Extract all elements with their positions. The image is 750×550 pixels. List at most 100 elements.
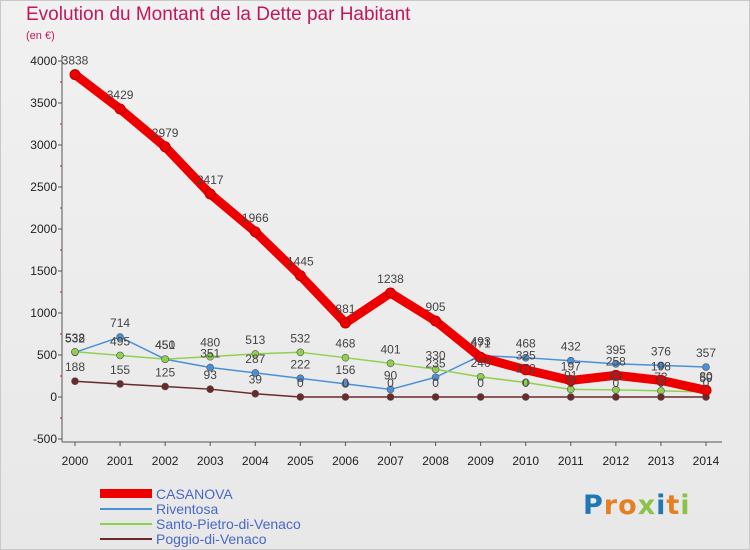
data-label: 59 (699, 371, 713, 385)
data-label: 156 (335, 363, 355, 377)
data-label: 357 (696, 346, 716, 360)
data-point (69, 69, 81, 81)
data-label: 1445 (287, 255, 314, 269)
logo-letter: r (603, 490, 619, 521)
proxiti-logo: Proxiti (583, 490, 691, 521)
data-label: 432 (561, 340, 581, 354)
y-tick-label: 500 (37, 348, 57, 362)
data-point (612, 360, 620, 368)
data-label: 198 (651, 359, 671, 373)
logo-letter: P (583, 490, 604, 521)
data-point (71, 348, 79, 356)
x-tick-label: 2013 (648, 454, 675, 468)
data-point (521, 353, 530, 362)
data-point (206, 385, 215, 393)
data-label: 450 (155, 338, 175, 352)
data-label: 1238 (377, 272, 404, 286)
x-tick-label: 2011 (558, 454, 584, 468)
data-label: 0 (432, 376, 439, 390)
legend-label: Poggio-di-Venaco (156, 530, 267, 547)
y-tick-label: 2000 (30, 222, 57, 236)
data-point (476, 373, 485, 381)
data-point (296, 374, 305, 383)
logo-letter: x (637, 490, 657, 521)
legend-item: Poggio-di-Venaco (100, 530, 301, 547)
data-point (565, 374, 577, 386)
logo-letter: i (656, 490, 667, 521)
data-point (431, 393, 440, 401)
x-tick-label: 2006 (332, 454, 359, 468)
data-point (114, 103, 126, 115)
data-label: 2979 (152, 126, 179, 140)
y-tick-label: 3500 (30, 96, 57, 110)
data-point (161, 355, 169, 363)
x-tick-label: 2000 (62, 454, 89, 468)
data-label: 73 (654, 370, 668, 384)
data-label: 0 (658, 376, 665, 390)
data-point (251, 369, 260, 377)
data-label: 468 (335, 337, 355, 351)
data-label: 287 (245, 352, 265, 366)
data-label: 3838 (62, 54, 89, 68)
data-label: 39 (249, 373, 263, 387)
data-label: 188 (65, 360, 85, 374)
data-label: 85 (609, 369, 623, 383)
data-point (521, 378, 530, 387)
data-label: 905 (426, 300, 446, 314)
data-label: 468 (516, 337, 536, 351)
y-tick-label: 0 (50, 390, 57, 404)
data-label: 0 (387, 376, 394, 390)
x-tick-label: 2008 (422, 454, 449, 468)
data-label: 0 (703, 376, 710, 390)
legend-swatch (100, 537, 152, 540)
x-tick-label: 2003 (197, 454, 224, 468)
data-label: 395 (606, 343, 626, 357)
data-point (296, 348, 305, 357)
y-tick-label: 2500 (30, 180, 57, 194)
data-point (296, 393, 305, 401)
data-point (612, 393, 620, 401)
logo-letter: t (666, 490, 681, 521)
data-point (116, 380, 124, 388)
data-label: 0 (613, 376, 620, 390)
legend-item: CASANOVA (100, 486, 301, 502)
y-tick-label: 4000 (30, 54, 57, 68)
data-point (159, 141, 171, 153)
data-label: 881 (335, 302, 355, 316)
data-point (657, 361, 665, 370)
x-tick-label: 2001 (107, 454, 134, 468)
data-label: 480 (200, 336, 220, 350)
chart-title: Evolution du Montant de la Dette par Hab… (26, 4, 411, 25)
data-label: 125 (155, 366, 175, 380)
x-tick-label: 2005 (287, 454, 314, 468)
data-point (475, 351, 487, 363)
data-point (521, 393, 530, 401)
legend-swatch (100, 489, 152, 498)
data-label: 0 (477, 376, 484, 390)
y-tick-label: -500 (33, 432, 57, 446)
data-point (655, 374, 667, 386)
legend-label: Santo-Pietro-di-Venaco (156, 515, 301, 532)
legend-label: Riventosa (156, 500, 219, 517)
data-label: 714 (110, 316, 130, 330)
data-point (251, 389, 260, 398)
x-tick-label: 2002 (152, 454, 179, 468)
data-label: 3429 (107, 88, 134, 102)
data-point (700, 384, 712, 396)
x-tick-label: 2009 (467, 454, 494, 468)
data-point (249, 226, 261, 238)
data-label: 258 (606, 354, 626, 368)
data-label: 222 (290, 357, 310, 371)
data-point (476, 393, 485, 401)
data-label: 513 (245, 333, 265, 347)
data-label: 93 (204, 368, 218, 382)
data-point (161, 382, 169, 391)
data-label: 0 (522, 376, 529, 390)
data-point (386, 393, 395, 401)
data-label: 155 (110, 363, 130, 377)
data-point (341, 380, 350, 388)
data-point (566, 393, 575, 401)
data-label: 235 (426, 356, 446, 370)
